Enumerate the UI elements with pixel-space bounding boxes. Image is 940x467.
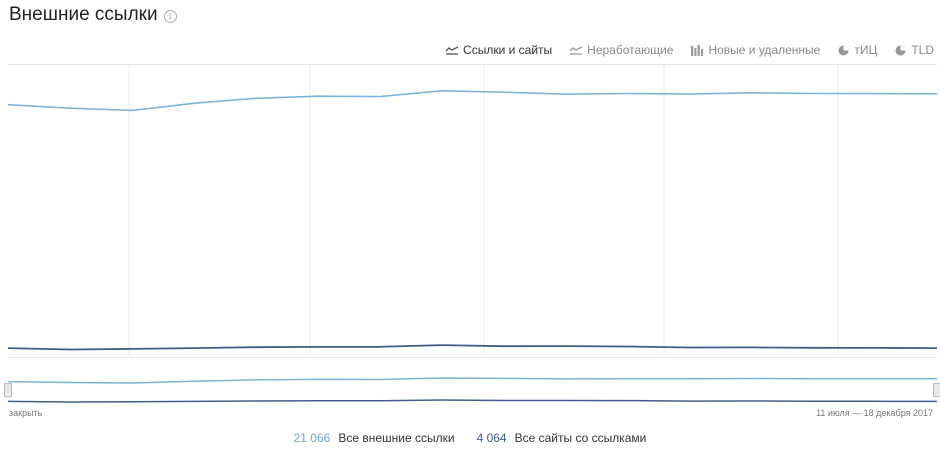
- legend-value: 4 064: [476, 431, 507, 445]
- tab-label: Неработающие: [587, 43, 674, 57]
- series-line-1: [8, 89, 937, 112]
- pie-chart-icon: [838, 45, 849, 55]
- navigator-svg: [8, 377, 937, 403]
- navigator-series-line-2: [8, 399, 937, 403]
- range-navigator[interactable]: [4, 370, 940, 406]
- legend-value: 21 066: [293, 431, 331, 445]
- page-title-text: Внешние ссылки: [9, 4, 158, 25]
- tab-new-and-deleted[interactable]: Новые и удаленные: [691, 43, 820, 57]
- legend-item-external-links[interactable]: 21 066 Все внешние ссылки: [294, 431, 455, 445]
- navigator-series-line-1: [8, 377, 937, 384]
- info-icon[interactable]: i: [163, 9, 177, 23]
- main-chart-svg: [8, 65, 937, 357]
- legend-label: Все сайты со ссылками: [514, 431, 647, 445]
- tab-tld[interactable]: TLD: [895, 43, 934, 57]
- date-range-label: 11 июля — 18 декабря 2017: [816, 408, 933, 418]
- legend-label: Все внешние ссылки: [338, 431, 455, 445]
- tab-broken[interactable]: Неработающие: [570, 43, 673, 57]
- pie-chart-icon: [895, 45, 906, 55]
- tab-label: Новые и удаленные: [708, 43, 821, 57]
- line-chart-icon: [446, 46, 459, 55]
- range-handle-right[interactable]: [933, 383, 940, 397]
- bar-chart-icon: [691, 44, 704, 56]
- chart-tabs: Ссылки и сайты Неработающие Новые и удал…: [446, 43, 934, 57]
- page-title: Внешние ссылки i: [9, 4, 177, 26]
- main-chart[interactable]: [8, 64, 937, 358]
- legend-item-sites-with-links[interactable]: 4 064 Все сайты со ссылками: [477, 431, 647, 445]
- series-line-2: [8, 344, 937, 351]
- tab-label: TLD: [911, 43, 934, 57]
- close-navigator-link[interactable]: закрыть: [9, 408, 43, 418]
- tab-label: Ссылки и сайты: [463, 43, 553, 57]
- line-chart-icon: [570, 46, 583, 55]
- tab-links-and-sites[interactable]: Ссылки и сайты: [446, 43, 552, 57]
- tab-tic[interactable]: тИЦ: [838, 43, 877, 57]
- chart-legend: 21 066 Все внешние ссылки 4 064 Все сайт…: [0, 431, 940, 445]
- tab-label: тИЦ: [854, 43, 878, 57]
- range-handle-left[interactable]: [4, 383, 12, 397]
